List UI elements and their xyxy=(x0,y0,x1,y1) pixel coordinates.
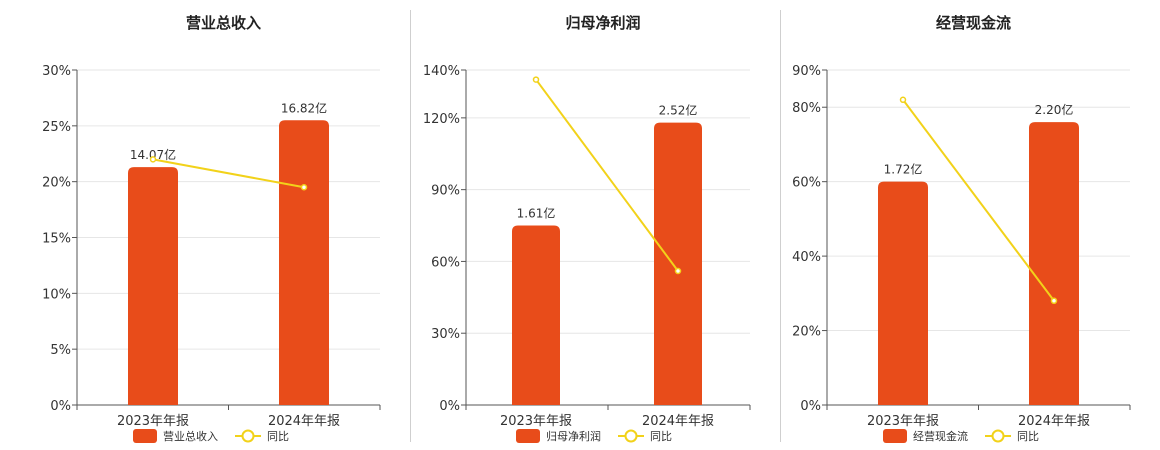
x-tick-label: 2024年年报 xyxy=(268,414,340,429)
yoy-line xyxy=(152,158,305,189)
y-tick-label: 5% xyxy=(50,343,71,358)
legend-label-bar: 营业总收入 xyxy=(163,429,218,443)
chart-title: 经营现金流 xyxy=(936,14,1011,32)
bar xyxy=(878,181,928,405)
bar-value-label: 1.61亿 xyxy=(517,206,556,221)
bar xyxy=(128,167,178,405)
yoy-point xyxy=(532,76,540,83)
legend-swatch-bar xyxy=(133,429,157,443)
legend-label-bar: 经营现金流 xyxy=(913,429,968,443)
legend-label-yoy: 同比 xyxy=(1017,430,1039,443)
yoy-point xyxy=(899,96,907,104)
bar xyxy=(279,120,329,405)
bar-value-label: 16.82亿 xyxy=(281,100,327,115)
y-tick-label: 20% xyxy=(42,176,71,191)
y-tick-label: 90% xyxy=(792,64,821,79)
legend-swatch-bar xyxy=(883,429,907,443)
y-tick-label: 25% xyxy=(42,120,71,135)
x-tick-label: 2024年年报 xyxy=(642,414,714,429)
x-tick-label: 2023年年报 xyxy=(500,414,572,429)
chart-revenue: 营业总收入 0% 5% 10% 15% 20% 25% 30% 14.07亿 16.82亿 2023… xyxy=(42,14,381,443)
chart-cash-flow: 经营现金流 0% 20% 40% 60% 80% 90% 1.72亿 2.20亿 2023年年报 2… xyxy=(792,14,1131,443)
legend-label-yoy: 同比 xyxy=(650,430,672,443)
y-tick-label: 30% xyxy=(42,64,71,79)
yoy-point xyxy=(1050,297,1058,305)
bar xyxy=(654,122,702,406)
x-tick-label: 2023年年报 xyxy=(117,414,189,429)
y-tick-label: 10% xyxy=(42,287,71,302)
y-tick-label: 60% xyxy=(792,176,821,191)
legend-swatch-bar xyxy=(516,429,540,443)
bar-value-label: 2.20亿 xyxy=(1035,102,1074,117)
x-tick-label: 2023年年报 xyxy=(867,414,939,429)
legend-label-bar: 归母净利润 xyxy=(546,429,601,443)
y-tick-label: 90% xyxy=(431,184,460,199)
y-tick-label: 0% xyxy=(50,399,71,414)
y-tick-label: 30% xyxy=(431,327,460,342)
y-tick-label: 80% xyxy=(792,101,821,116)
bar xyxy=(512,225,560,405)
panel-divider-2 xyxy=(780,10,781,442)
legend-label-yoy: 同比 xyxy=(267,430,289,443)
yoy-point xyxy=(674,267,682,275)
y-tick-label: 120% xyxy=(423,112,460,127)
y-tick-label: 60% xyxy=(431,255,460,270)
bar-value-label: 2.52亿 xyxy=(659,103,698,118)
yoy-line xyxy=(902,99,1055,302)
chart-title: 营业总收入 xyxy=(186,14,261,32)
y-tick-label: 0% xyxy=(800,399,821,414)
chart-title: 归母净利润 xyxy=(565,14,640,32)
chart-net-profit: 归母净利润 0% 30% 60% 90% 120% 140% 1.61亿 2.52亿 2023年年… xyxy=(423,14,751,443)
bar-value-label: 14.07亿 xyxy=(130,147,176,162)
x-tick-label: 2024年年报 xyxy=(1018,414,1090,429)
legend-marker-yoy xyxy=(241,429,255,443)
y-tick-label: 40% xyxy=(792,250,821,265)
y-tick-label: 0% xyxy=(439,399,460,414)
yoy-line xyxy=(535,78,679,272)
legend-marker-yoy xyxy=(624,429,638,443)
y-tick-label: 140% xyxy=(423,64,460,79)
bar-value-label: 1.72亿 xyxy=(884,162,923,177)
legend-marker-yoy xyxy=(991,429,1005,443)
yoy-point xyxy=(300,184,308,191)
y-tick-label: 20% xyxy=(792,325,821,340)
y-tick-label: 15% xyxy=(42,232,71,247)
panel-divider-1 xyxy=(410,10,411,442)
yoy-point xyxy=(149,156,157,163)
bar xyxy=(1029,122,1079,405)
